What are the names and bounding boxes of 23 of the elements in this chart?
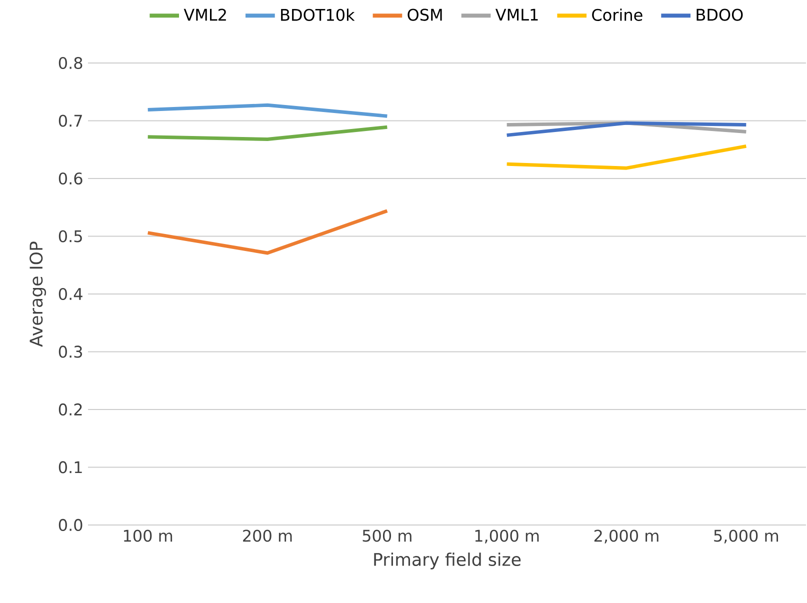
x-tick-label: 200 m: [243, 530, 292, 542]
x-tick-label: 5,000 m: [714, 530, 778, 544]
y-tick-label: 0.7: [58, 114, 82, 127]
x-tick-label: 1,000 m: [475, 530, 539, 544]
y-tick-label: 0.0: [58, 518, 82, 532]
x-tick-label: 2,000 m: [594, 530, 658, 544]
y-axis-title: Average IOP: [30, 242, 46, 347]
x-tick-label: 500 m: [362, 530, 412, 542]
legend-label: VML2: [184, 8, 226, 21]
x-axis-title: Primary field size: [374, 552, 521, 570]
legend-label: VML1: [495, 8, 538, 20]
legend-label: BDOT10k: [281, 8, 355, 21]
x-tick-label: 100 m: [124, 530, 172, 542]
y-tick-label: 0.8: [58, 56, 82, 70]
legend-label: Corine: [592, 8, 642, 21]
y-tick-label: 0.6: [58, 172, 82, 185]
y-tick-label: 0.3: [58, 346, 82, 358]
y-tick-label: 0.1: [58, 461, 82, 474]
y-tick-label: 0.2: [58, 403, 82, 416]
legend-label: BDOO: [696, 8, 743, 21]
legend-label: OSM: [408, 8, 442, 21]
y-tick-label: 0.4: [58, 288, 82, 300]
y-tick-label: 0.5: [58, 230, 82, 242]
